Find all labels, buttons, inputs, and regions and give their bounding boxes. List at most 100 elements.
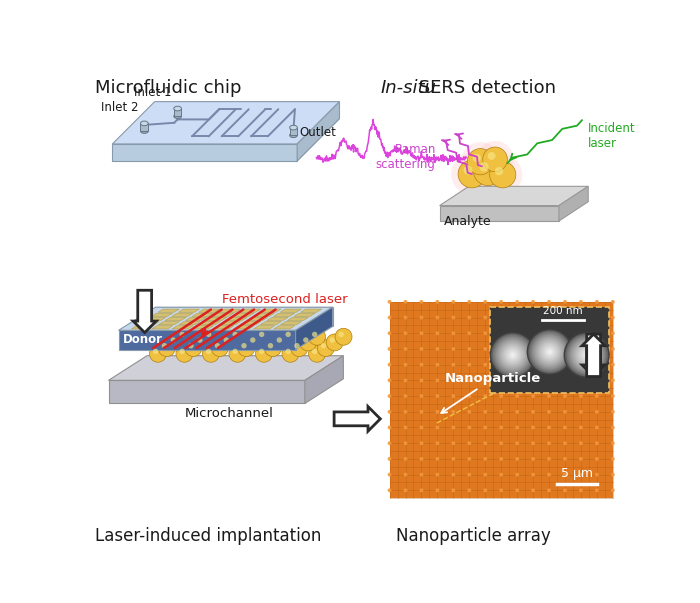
Polygon shape [233,313,254,317]
Circle shape [452,363,455,367]
Circle shape [176,346,193,362]
Circle shape [188,343,194,349]
Circle shape [388,410,391,414]
Circle shape [573,341,601,369]
Circle shape [480,162,489,171]
Circle shape [419,331,424,335]
Circle shape [458,160,486,188]
Polygon shape [297,102,340,161]
Circle shape [419,347,424,351]
Circle shape [584,352,590,358]
Circle shape [477,141,514,178]
Circle shape [483,379,487,382]
Polygon shape [151,313,172,317]
Circle shape [595,473,598,476]
Circle shape [388,363,391,367]
Circle shape [215,343,220,349]
Circle shape [611,457,615,461]
Circle shape [179,349,185,354]
Circle shape [547,441,551,445]
Circle shape [483,331,487,335]
Circle shape [547,300,551,304]
Circle shape [531,394,535,398]
Circle shape [611,347,615,351]
Circle shape [567,335,607,375]
Circle shape [404,347,407,351]
Circle shape [515,473,519,476]
Circle shape [194,334,211,351]
Polygon shape [199,321,220,325]
Circle shape [483,426,487,429]
Bar [389,302,613,498]
Circle shape [563,488,567,492]
Text: 5 μm: 5 μm [561,467,594,481]
Circle shape [595,394,598,398]
Circle shape [202,328,220,345]
Circle shape [595,379,598,382]
Circle shape [265,339,281,356]
Circle shape [582,350,592,359]
Ellipse shape [141,129,148,133]
Polygon shape [260,309,281,312]
Circle shape [232,332,238,337]
Circle shape [490,332,536,378]
Circle shape [563,457,567,461]
Circle shape [563,473,567,476]
Polygon shape [220,321,241,325]
Circle shape [579,363,583,367]
Circle shape [531,331,535,335]
Circle shape [499,410,503,414]
Polygon shape [280,309,301,312]
Circle shape [595,426,598,429]
Circle shape [419,394,424,398]
Circle shape [206,332,211,337]
Circle shape [531,441,535,445]
Circle shape [282,328,299,345]
Ellipse shape [174,114,181,119]
Circle shape [229,346,246,362]
Circle shape [179,332,185,337]
Circle shape [547,394,551,398]
Circle shape [526,329,573,375]
Circle shape [404,488,407,492]
Text: Analyte: Analyte [444,215,491,228]
Circle shape [419,315,424,320]
Circle shape [499,457,503,461]
Circle shape [576,344,598,366]
Polygon shape [267,317,288,321]
Circle shape [515,331,519,335]
Circle shape [452,410,455,414]
Circle shape [404,457,407,461]
Circle shape [452,331,455,335]
Circle shape [463,166,473,174]
Circle shape [229,328,246,345]
Circle shape [483,300,487,304]
Circle shape [435,363,440,367]
Circle shape [339,332,344,337]
Circle shape [256,328,272,345]
Circle shape [611,315,615,320]
Polygon shape [112,119,340,161]
Circle shape [547,331,551,335]
Circle shape [499,488,503,492]
Text: 200 nm: 200 nm [543,306,582,316]
Circle shape [579,457,583,461]
Polygon shape [294,313,315,317]
Polygon shape [186,317,206,321]
Circle shape [547,347,551,351]
Polygon shape [138,321,159,325]
Polygon shape [118,330,295,350]
Circle shape [563,410,567,414]
Circle shape [468,363,471,367]
FancyBboxPatch shape [174,109,181,116]
Circle shape [388,457,391,461]
Circle shape [176,328,193,345]
Text: Raman
scattering: Raman scattering [376,143,435,171]
Circle shape [435,441,440,445]
FancyBboxPatch shape [141,124,148,131]
Circle shape [595,488,598,492]
Text: Incident
laser: Incident laser [588,122,636,150]
Polygon shape [158,309,179,312]
Circle shape [483,155,522,194]
Circle shape [220,334,237,351]
